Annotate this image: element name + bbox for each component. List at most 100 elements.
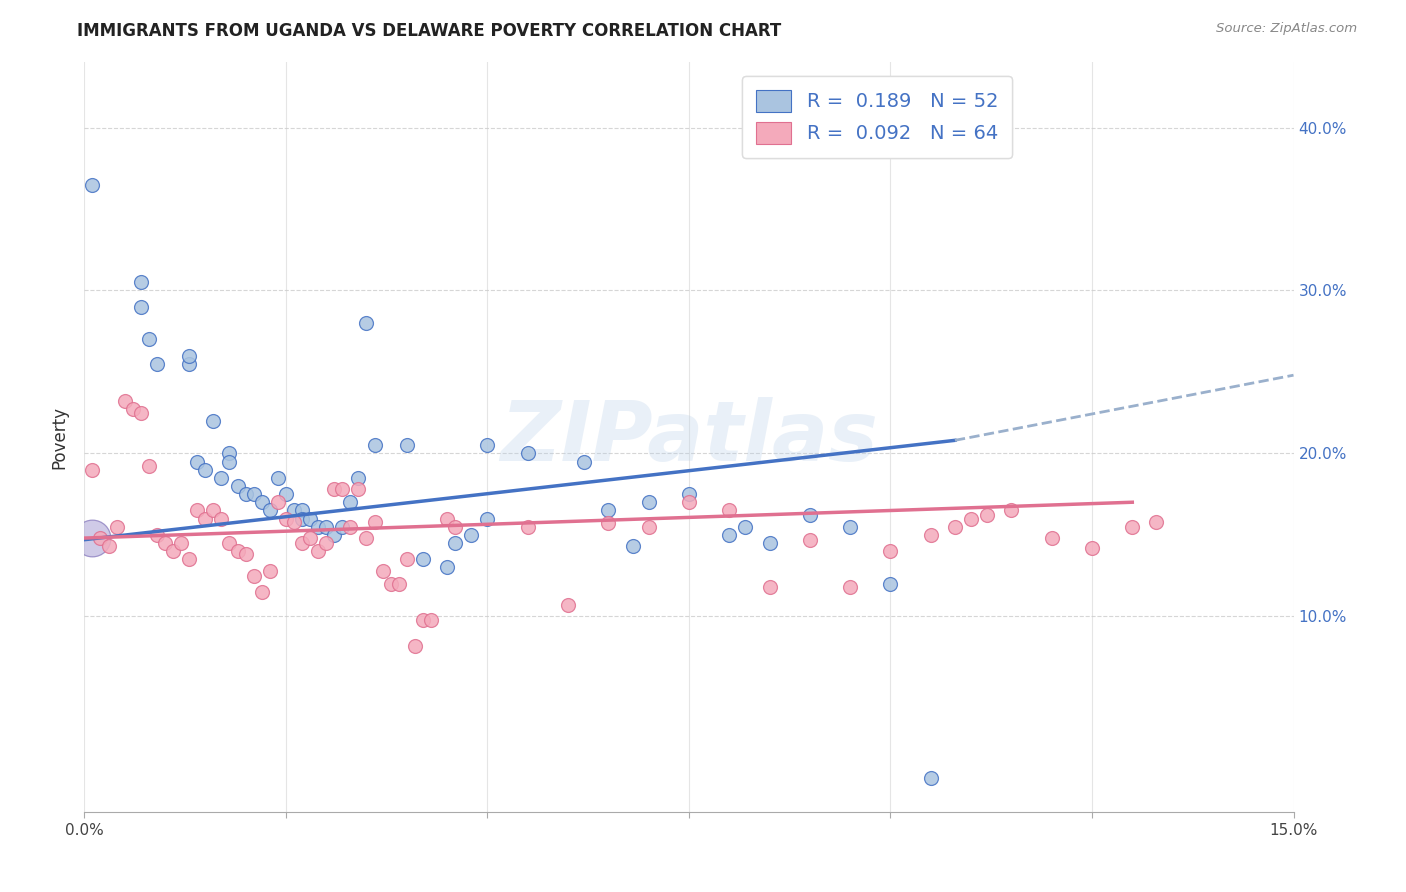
- Point: [179, 349, 201, 363]
- Point: [235, 487, 257, 501]
- Point: [146, 528, 169, 542]
- Point: [82, 178, 104, 192]
- Point: [121, 402, 143, 417]
- Text: Source: ZipAtlas.com: Source: ZipAtlas.com: [1216, 22, 1357, 36]
- Point: [436, 511, 458, 525]
- Point: [799, 533, 821, 547]
- Point: [250, 495, 273, 509]
- Point: [82, 463, 104, 477]
- Point: [323, 482, 346, 496]
- Point: [758, 536, 780, 550]
- Point: [179, 552, 201, 566]
- Point: [799, 508, 821, 523]
- Point: [209, 511, 232, 525]
- Point: [315, 536, 337, 550]
- Point: [129, 300, 152, 314]
- Point: [347, 471, 370, 485]
- Point: [330, 482, 353, 496]
- Point: [315, 519, 337, 533]
- Point: [718, 528, 741, 542]
- Point: [129, 276, 152, 290]
- Point: [218, 536, 240, 550]
- Legend: R =  0.189   N = 52, R =  0.092   N = 64: R = 0.189 N = 52, R = 0.092 N = 64: [742, 76, 1012, 158]
- Point: [516, 519, 538, 533]
- Point: [283, 515, 305, 529]
- Point: [976, 508, 998, 523]
- Point: [259, 503, 281, 517]
- Point: [516, 446, 538, 460]
- Point: [1146, 515, 1168, 529]
- Point: [1081, 541, 1104, 555]
- Point: [460, 528, 482, 542]
- Point: [1121, 519, 1143, 533]
- Point: [412, 552, 434, 566]
- Point: [572, 454, 595, 468]
- Y-axis label: Poverty: Poverty: [51, 406, 69, 468]
- Point: [218, 454, 240, 468]
- Point: [621, 539, 644, 553]
- Point: [678, 495, 700, 509]
- Point: [250, 584, 273, 599]
- Point: [637, 519, 659, 533]
- Point: [226, 479, 249, 493]
- Point: [395, 438, 418, 452]
- Point: [943, 519, 966, 533]
- Point: [114, 394, 136, 409]
- Point: [186, 454, 208, 468]
- Point: [388, 576, 411, 591]
- Point: [202, 503, 225, 517]
- Point: [637, 495, 659, 509]
- Point: [323, 528, 346, 542]
- Point: [879, 576, 901, 591]
- Point: [477, 438, 499, 452]
- Point: [209, 471, 232, 485]
- Point: [162, 544, 184, 558]
- Text: IMMIGRANTS FROM UGANDA VS DELAWARE POVERTY CORRELATION CHART: IMMIGRANTS FROM UGANDA VS DELAWARE POVER…: [77, 22, 782, 40]
- Point: [170, 536, 193, 550]
- Point: [194, 463, 217, 477]
- Point: [356, 531, 378, 545]
- Point: [226, 544, 249, 558]
- Point: [129, 406, 152, 420]
- Point: [839, 519, 862, 533]
- Point: [242, 487, 264, 501]
- Point: [89, 531, 111, 545]
- Point: [920, 771, 942, 785]
- Point: [307, 519, 329, 533]
- Point: [477, 511, 499, 525]
- Point: [242, 568, 264, 582]
- Point: [138, 332, 160, 346]
- Point: [404, 639, 426, 653]
- Point: [105, 519, 128, 533]
- Point: [82, 531, 104, 545]
- Point: [557, 598, 579, 612]
- Point: [363, 515, 385, 529]
- Point: [153, 536, 176, 550]
- Point: [380, 576, 402, 591]
- Point: [274, 511, 297, 525]
- Point: [444, 519, 467, 533]
- Text: ZIPatlas: ZIPatlas: [501, 397, 877, 477]
- Point: [299, 511, 322, 525]
- Point: [307, 544, 329, 558]
- Point: [179, 357, 201, 371]
- Point: [267, 471, 290, 485]
- Point: [598, 516, 620, 531]
- Point: [186, 503, 208, 517]
- Point: [718, 503, 741, 517]
- Point: [347, 482, 370, 496]
- Point: [299, 531, 322, 545]
- Point: [678, 487, 700, 501]
- Point: [356, 316, 378, 330]
- Point: [138, 459, 160, 474]
- Point: [291, 511, 314, 525]
- Point: [283, 503, 305, 517]
- Point: [420, 613, 443, 627]
- Point: [330, 519, 353, 533]
- Point: [598, 503, 620, 517]
- Point: [436, 560, 458, 574]
- Point: [1040, 531, 1063, 545]
- Point: [879, 544, 901, 558]
- Point: [235, 547, 257, 561]
- Point: [758, 580, 780, 594]
